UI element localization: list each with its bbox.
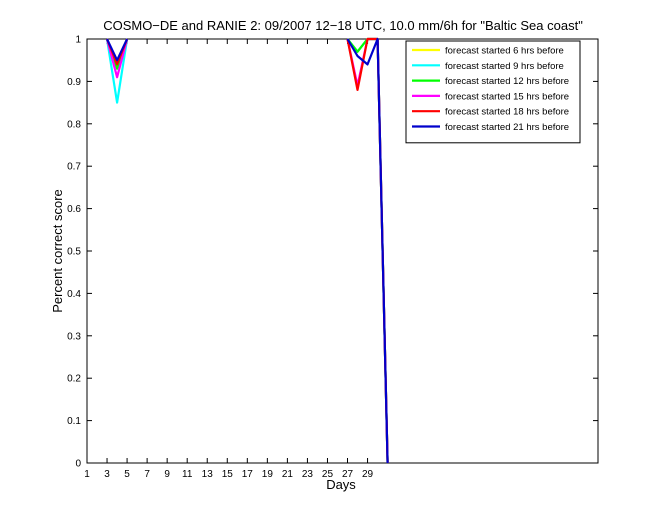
x-tick-label: 1 — [84, 469, 90, 480]
x-tick-label: 7 — [144, 469, 150, 480]
y-tick-label: 0.8 — [67, 119, 81, 130]
series-lines — [105, 37, 389, 464]
x-tick-label: 17 — [242, 469, 254, 480]
x-tick-label: 19 — [262, 469, 274, 480]
y-axis-label: Percent correct score — [50, 189, 65, 313]
y-tick-label: 1 — [75, 35, 81, 46]
x-tick-label: 23 — [302, 469, 314, 480]
series-line — [346, 37, 389, 464]
x-tick-label: 29 — [362, 469, 374, 480]
y-tick-label: 0.7 — [67, 162, 81, 173]
series-line — [105, 38, 129, 104]
y-tick-label: 0.5 — [67, 247, 81, 258]
x-tick-label: 27 — [342, 469, 354, 480]
y-tick-label: 0.1 — [67, 416, 81, 427]
legend-label: forecast started 9 hrs before — [445, 61, 564, 72]
y-tick-label: 0 — [75, 459, 81, 470]
y-tick-label: 0.9 — [67, 77, 81, 88]
x-tick-label: 13 — [202, 469, 214, 480]
series-line — [106, 38, 129, 62]
legend: forecast started 6 hrs before forecast st… — [405, 40, 581, 144]
x-tick-label: 21 — [282, 469, 294, 480]
x-tick-label: 3 — [104, 469, 110, 480]
y-tick-label: 0.2 — [67, 374, 81, 385]
x-tick-label: 15 — [222, 469, 234, 480]
series-line — [105, 38, 129, 79]
legend-label: forecast started 18 hrs before — [445, 107, 569, 118]
x-axis: 1 3 5 7 9 11 13 15 17 19 21 23 25 27 29 — [84, 39, 374, 480]
y-tick-label: 0.3 — [67, 331, 81, 342]
x-tick-label: 9 — [164, 469, 170, 480]
x-tick-label: 11 — [182, 469, 193, 480]
x-tick-label: 5 — [124, 469, 130, 480]
legend-label: forecast started 6 hrs before — [445, 46, 564, 57]
y-axis: 0 0.1 0.2 0.3 0.4 0.5 0.6 0.7 0.8 0.9 1 — [67, 35, 598, 470]
x-axis-label: Days — [326, 477, 356, 492]
chart-title: COSMO−DE and RANIE 2: 09/2007 12−18 UTC,… — [103, 18, 583, 33]
legend-label: forecast started 21 hrs before — [445, 122, 569, 133]
legend-label: forecast started 15 hrs before — [445, 91, 569, 102]
y-tick-label: 0.6 — [67, 204, 81, 215]
y-tick-label: 0.4 — [67, 289, 81, 300]
x-tick-label: 25 — [322, 469, 334, 480]
legend-label: forecast started 12 hrs before — [445, 76, 569, 87]
